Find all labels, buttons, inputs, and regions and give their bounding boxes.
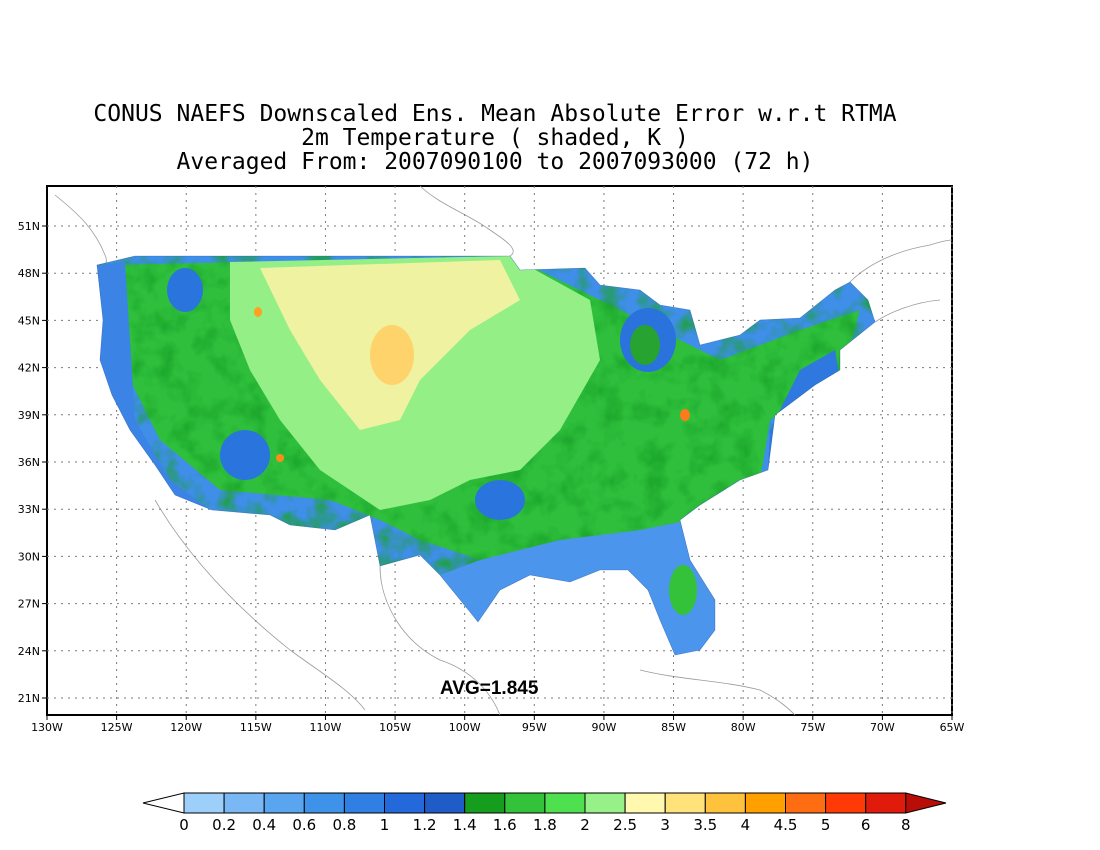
colorbar-label: 2: [580, 816, 590, 834]
map-title-line2: 2m Temperature ( shaded, K ): [301, 125, 689, 151]
colorbar-swatch: [825, 792, 867, 814]
lon-label: 120W: [170, 721, 202, 734]
colorbar-label: 3: [660, 816, 670, 834]
lon-label: 110W: [310, 721, 342, 734]
colorbar-label: 2.5: [613, 816, 637, 834]
colorbar-swatch: [464, 792, 506, 814]
colorbar-label: 1.4: [453, 816, 477, 834]
colorbar-swatch: [263, 792, 305, 814]
lon-label: 80W: [731, 721, 756, 734]
lat-label: 51N: [18, 220, 40, 233]
colorbar-swatch: [384, 792, 426, 814]
lon-label: 65W: [940, 721, 965, 734]
colorbar-label: 3.5: [693, 816, 717, 834]
longitude-labels: 130W 125W 120W 115W 110W 105W 100W 95W 90W 85W 80W…: [31, 721, 964, 734]
colorbar-label: 0: [179, 816, 189, 834]
colorbar-swatch: [584, 792, 626, 814]
average-value: AVG=1.845: [440, 678, 539, 699]
colorbar-swatch: [183, 792, 225, 814]
map-title-line1: CONUS NAEFS Downscaled Ens. Mean Absolut…: [93, 101, 897, 127]
lat-label: 39N: [18, 409, 40, 422]
colorbar-label: 4.5: [774, 816, 798, 834]
lon-label: 105W: [379, 721, 411, 734]
colorbar-swatch: [624, 792, 666, 814]
colorbar-swatch: [865, 792, 907, 814]
colorbar-label: 1.8: [533, 816, 557, 834]
background-coastlines: [54, 185, 953, 716]
lon-label: 70W: [870, 721, 895, 734]
lon-label: 90W: [591, 721, 616, 734]
colorbar-swatch: [664, 792, 706, 814]
lat-label: 36N: [18, 456, 40, 469]
lon-label: 125W: [101, 721, 133, 734]
map-title-line3: Averaged From: 2007090100 to 2007093000 …: [176, 149, 814, 175]
colorbar-label: 1.6: [493, 816, 517, 834]
colorbar-label: 0.6: [292, 816, 316, 834]
colorbar-swatch: [504, 792, 546, 814]
lat-label: 27N: [18, 598, 40, 611]
lon-label: 130W: [31, 721, 63, 734]
colorbar-swatch: [424, 792, 466, 814]
colorbar-swatch: [343, 792, 385, 814]
lat-label: 48N: [18, 267, 40, 280]
lon-label: 95W: [522, 721, 547, 734]
axis-ticks: [42, 225, 953, 720]
lat-label: 30N: [18, 550, 40, 563]
colorbar-swatch: [785, 792, 827, 814]
colorbar-swatch: [303, 792, 345, 814]
lon-label: 115W: [240, 721, 272, 734]
lon-label: 85W: [661, 721, 686, 734]
colorbar-label: 0.4: [252, 816, 276, 834]
colorbar-swatch: [544, 792, 586, 814]
colorbar-label: 6: [861, 816, 871, 834]
colorbar-swatch: [704, 792, 746, 814]
lon-label: 100W: [449, 721, 481, 734]
lon-label: 75W: [800, 721, 825, 734]
colorbar-label: 4: [741, 816, 751, 834]
colorbar-label: 0.2: [212, 816, 236, 834]
colorbar-over-arrow: [905, 792, 947, 814]
colorbar-label: 0.8: [332, 816, 356, 834]
colorbar-label: 1: [380, 816, 390, 834]
colorbar-label: 5: [821, 816, 831, 834]
lat-label: 33N: [18, 503, 40, 516]
lat-label: 45N: [18, 314, 40, 327]
colorbar-label: 1.2: [413, 816, 437, 834]
colorbar-swatch: [223, 792, 265, 814]
lat-label: 24N: [18, 645, 40, 658]
colorbar-swatch: [744, 792, 787, 814]
latitude-labels: 51N 48N 45N 42N 39N 36N 33N 30N 27N 24N 21N: [18, 220, 40, 705]
lat-label: 42N: [18, 362, 40, 375]
colorbar: 0 0.2 0.4 0.6 0.8 1 1.2 1.4 1.6 1.8 2 2.5 3 3.5 4 4.5 5 6…: [142, 792, 947, 834]
colorbar-label: 8: [901, 816, 911, 834]
colorbar-under-arrow: [142, 792, 185, 814]
lat-label: 21N: [18, 692, 40, 705]
